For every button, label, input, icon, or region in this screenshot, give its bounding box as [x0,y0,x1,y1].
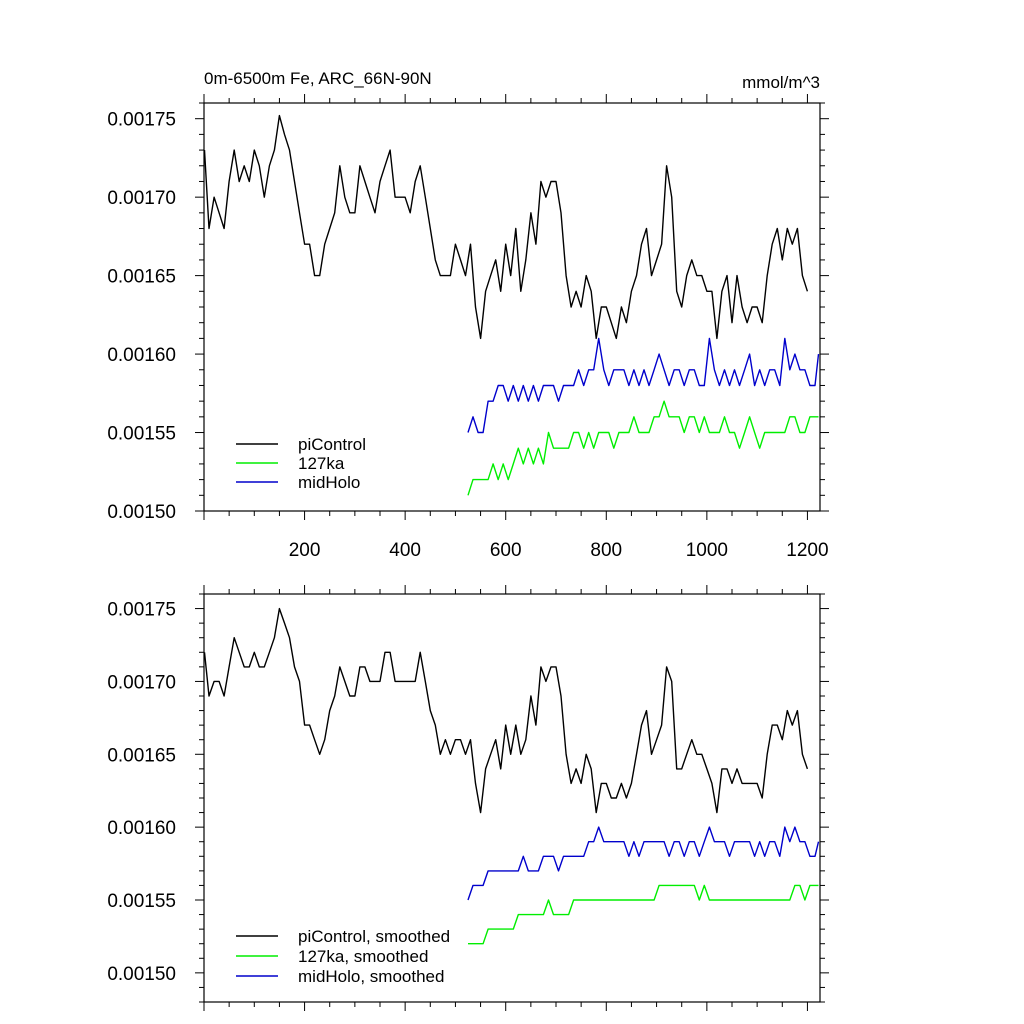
top-panel-frame [203,102,821,512]
x-tick-label: 1200 [786,540,828,561]
top-series-picontrol [203,114,809,340]
y-tick-label: 0.00155 [107,891,176,912]
y-tick-label: 0.00160 [107,345,176,366]
bottom-series-midholo-smoothed [467,826,820,901]
top-panel-plot-area [203,114,820,496]
top-series-127ka [467,400,819,496]
x-tick-label: 1000 [686,540,728,561]
x-tick-label: 600 [490,540,522,561]
bottom-panel-frame [203,593,821,1003]
y-tick-label: 0.00165 [107,745,176,766]
y-tick-label: 0.00175 [107,600,176,621]
y-tick-label: 0.00175 [107,110,176,131]
legend-label-picontrol-smoothed: piControl, smoothed [298,927,450,946]
y-tick-label: 0.00160 [107,818,176,839]
top-panel: 200 400 600 800 1000 1200 0.00150 0.00155 0.0016… [107,94,829,561]
y-tick-label: 0.00155 [107,424,176,445]
x-tick-label: 800 [590,540,622,561]
bottom-panel: 0.00150 0.00155 0.00160 0.00165 0.00170 0.001… [107,585,829,1011]
y-tick-label: 0.00170 [107,672,176,693]
legend-label-127ka-smoothed: 127ka, smoothed [298,947,428,966]
bottom-series-picontrol-smoothed [203,607,809,814]
y-tick-label: 0.00165 [107,267,176,288]
legend-label-picontrol: piControl [298,435,366,454]
x-tick-label: 200 [289,540,321,561]
top-panel-ticks [195,94,829,520]
y-tick-label: 0.00150 [107,964,176,985]
bottom-panel-plot-area [203,607,820,945]
units-label: mmol/m^3 [742,73,820,92]
x-tick-label: 400 [389,540,421,561]
bottom-panel-tick-labels: 0.00150 0.00155 0.00160 0.00165 0.00170 0.001… [107,600,176,985]
legend-label-midholo: midHolo [298,473,360,492]
bottom-series-127ka-smoothed [468,884,819,945]
top-series-midholo [467,337,820,434]
top-panel-tick-labels: 200 400 600 800 1000 1200 0.00150 0.00155 0.0016… [107,110,828,561]
legend-label-midholo-smoothed: midHolo, smoothed [298,967,444,986]
bottom-panel-ticks [195,585,829,1011]
figure-title: 0m-6500m Fe, ARC_66N-90N [204,69,432,88]
y-tick-label: 0.00170 [107,188,176,209]
legend-label-127ka: 127ka [298,454,345,473]
y-tick-label: 0.00150 [107,502,176,523]
